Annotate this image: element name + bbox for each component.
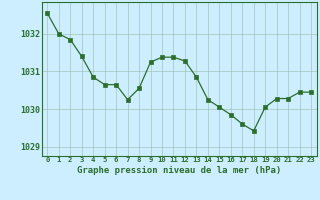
X-axis label: Graphe pression niveau de la mer (hPa): Graphe pression niveau de la mer (hPa)	[77, 166, 281, 175]
